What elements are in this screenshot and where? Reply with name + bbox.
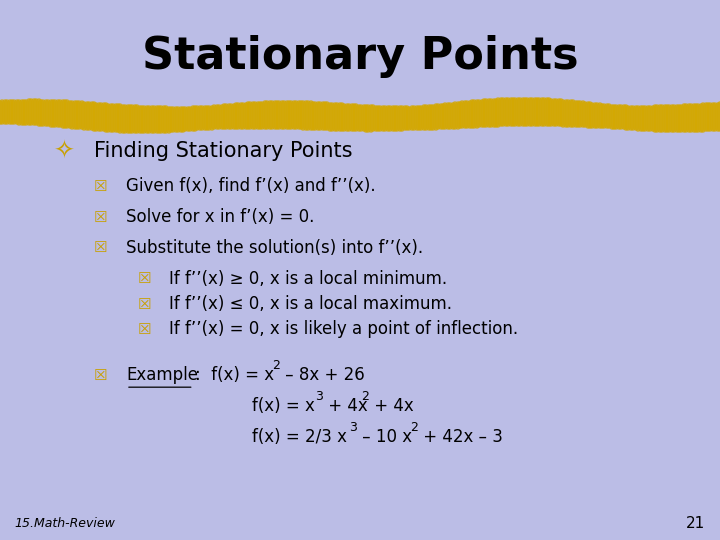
Text: f(x) = 2/3 x: f(x) = 2/3 x: [252, 428, 347, 446]
Text: ☒: ☒: [94, 179, 107, 194]
Text: + 4x: + 4x: [369, 397, 414, 415]
Text: ✧: ✧: [54, 139, 76, 163]
Text: 3: 3: [315, 390, 323, 403]
Text: Solve for x in f’(x) = 0.: Solve for x in f’(x) = 0.: [126, 208, 315, 226]
Text: + 42x – 3: + 42x – 3: [418, 428, 503, 446]
Text: ☒: ☒: [138, 322, 150, 337]
Text: 15.Math-Review: 15.Math-Review: [14, 517, 115, 530]
Text: 2: 2: [361, 390, 369, 403]
Text: 2: 2: [410, 421, 418, 434]
Text: 2: 2: [272, 359, 280, 372]
Text: 3: 3: [349, 421, 357, 434]
Text: ☒: ☒: [94, 240, 107, 255]
Text: Stationary Points: Stationary Points: [142, 35, 578, 78]
Text: Example: Example: [126, 366, 198, 384]
Text: ☒: ☒: [138, 271, 150, 286]
Text: 21: 21: [686, 516, 706, 531]
Text: If f’’(x) ≤ 0, x is a local maximum.: If f’’(x) ≤ 0, x is a local maximum.: [169, 295, 452, 313]
Text: If f’’(x) = 0, x is likely a point of inflection.: If f’’(x) = 0, x is likely a point of in…: [169, 320, 518, 339]
Text: + 4x: + 4x: [323, 397, 367, 415]
Text: – 10 x: – 10 x: [357, 428, 413, 446]
Text: :  f(x) = x: : f(x) = x: [195, 366, 274, 384]
Text: ☒: ☒: [94, 210, 107, 225]
Text: Substitute the solution(s) into f’’(x).: Substitute the solution(s) into f’’(x).: [126, 239, 423, 257]
Text: – 8x + 26: – 8x + 26: [280, 366, 365, 384]
Text: ☒: ☒: [94, 368, 107, 383]
Text: Finding Stationary Points: Finding Stationary Points: [94, 141, 352, 161]
Text: If f’’(x) ≥ 0, x is a local minimum.: If f’’(x) ≥ 0, x is a local minimum.: [169, 269, 447, 288]
Text: ☒: ☒: [138, 296, 150, 312]
Text: f(x) = x: f(x) = x: [252, 397, 315, 415]
Text: Given f(x), find f’(x) and f’’(x).: Given f(x), find f’(x) and f’’(x).: [126, 177, 376, 195]
